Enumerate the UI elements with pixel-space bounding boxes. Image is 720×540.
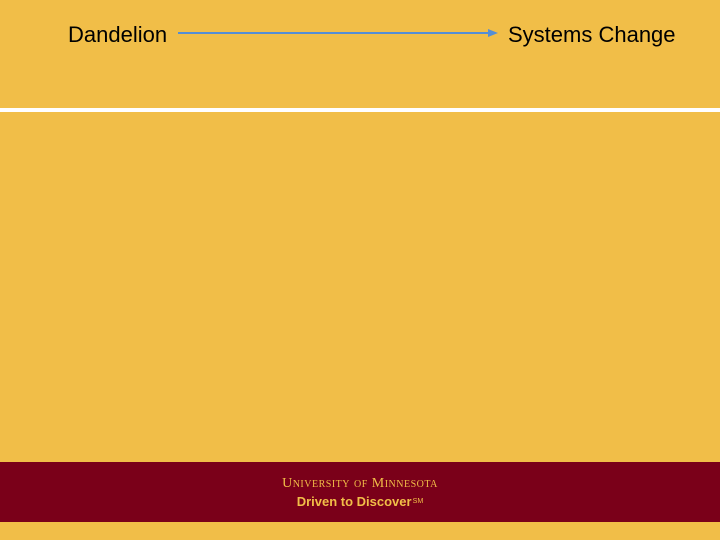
bottom-strip [0, 522, 720, 540]
footer-trademark: SM [413, 497, 424, 505]
footer-band: University of Minnesota Driven to Discove… [0, 462, 720, 522]
footer-university-name: University of Minnesota [282, 476, 438, 492]
main-band [0, 112, 720, 462]
right-label: Systems Change [508, 22, 676, 48]
left-label: Dandelion [68, 22, 167, 48]
footer-tagline-text: Driven to Discover [297, 494, 412, 509]
footer-tagline: Driven to DiscoverSM [297, 494, 424, 509]
header-band [0, 0, 720, 108]
slide: University of Minnesota Driven to Discove… [0, 0, 720, 540]
arrow-icon [176, 25, 510, 45]
